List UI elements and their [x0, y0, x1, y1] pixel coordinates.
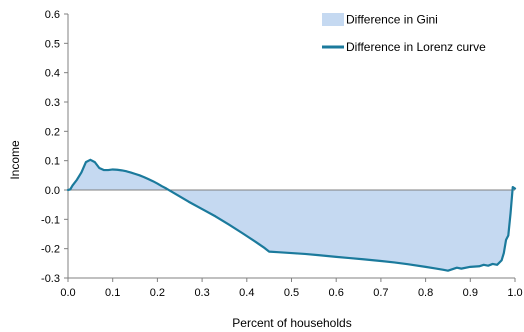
gini-difference-area	[68, 159, 515, 271]
x-tick-label: 0.8	[418, 287, 433, 299]
legend-swatch-gini	[322, 13, 344, 26]
legend-label-lorenz: Difference in Lorenz curve	[346, 40, 486, 54]
x-tick-label: 0.7	[373, 287, 388, 299]
y-tick-label: -0.3	[41, 273, 60, 285]
x-tick-label: 0.6	[329, 287, 344, 299]
y-tick-label: 0.6	[45, 9, 60, 21]
y-axis-title: Income	[8, 140, 22, 180]
y-tick-label: 0.2	[45, 126, 60, 138]
y-tick-label: -0.2	[41, 244, 60, 256]
x-tick-label: 0.0	[60, 287, 75, 299]
x-tick-label: 0.3	[194, 287, 209, 299]
plot-area: -0.3 -0.2 -0.1 0.0 0.1 0.2 0.3 0.4 0.5 0.6 0.0 0.1 0…	[41, 9, 523, 299]
x-tick-label: 0.5	[284, 287, 299, 299]
y-tick-label: 0.3	[45, 97, 60, 109]
x-tick-label: 0.2	[150, 287, 165, 299]
x-axis-title: Percent of households	[232, 316, 351, 330]
y-tick-label: -0.1	[41, 214, 60, 226]
legend-label-gini: Difference in Gini	[346, 13, 438, 27]
y-tick-label: 0.5	[45, 38, 60, 50]
x-tick-label: 0.1	[105, 287, 120, 299]
y-tick-label: 0.4	[45, 68, 60, 80]
x-tick-label: 1.0	[507, 287, 522, 299]
y-tick-label: 0.1	[45, 156, 60, 168]
y-tick-label: 0.0	[45, 185, 60, 197]
lorenz-difference-line	[66, 158, 517, 272]
legend: Difference in Gini Difference in Lorenz …	[322, 13, 486, 54]
x-tick-label: 0.9	[463, 287, 478, 299]
x-tick-label: 0.4	[239, 287, 254, 299]
